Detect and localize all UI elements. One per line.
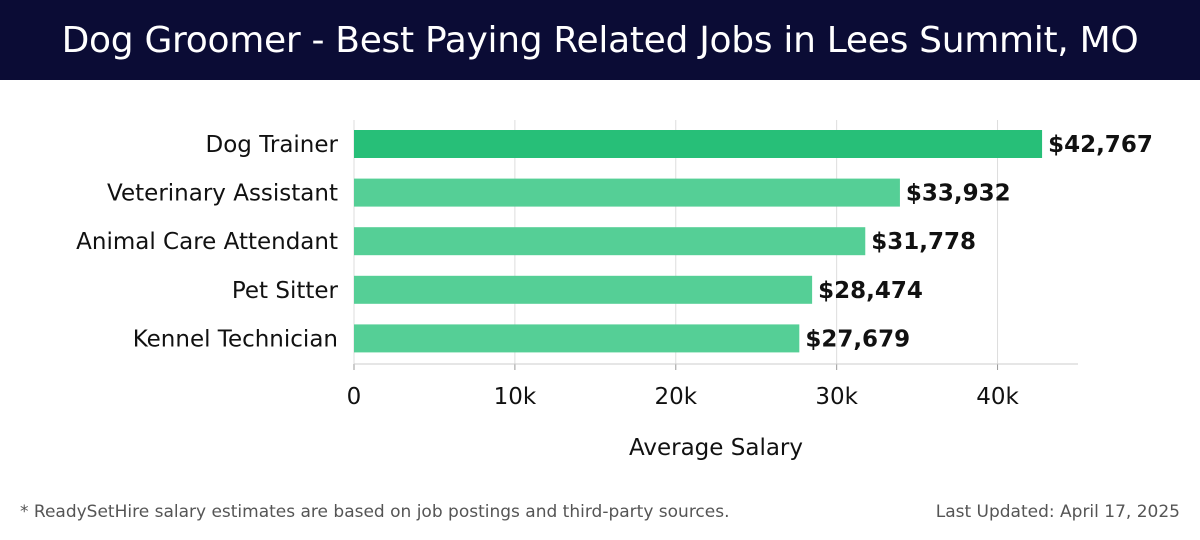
category-label: Dog Trainer xyxy=(206,132,339,158)
chart-title: Dog Groomer - Best Paying Related Jobs i… xyxy=(61,19,1139,61)
category-label: Pet Sitter xyxy=(232,278,339,304)
x-tick-label: 10k xyxy=(494,384,537,410)
x-axis-title: Average Salary xyxy=(629,435,803,461)
last-updated: Last Updated: April 17, 2025 xyxy=(935,502,1180,522)
value-label: $42,767 xyxy=(1048,132,1153,158)
bar xyxy=(354,130,1043,158)
value-label: $33,932 xyxy=(906,181,1011,207)
value-label: $27,679 xyxy=(805,326,910,352)
x-tick-label: 40k xyxy=(976,384,1019,410)
value-label: $28,474 xyxy=(818,278,923,304)
category-label: Kennel Technician xyxy=(133,326,338,352)
category-label: Veterinary Assistant xyxy=(107,181,338,207)
footnote: * ReadySetHire salary estimates are base… xyxy=(20,502,730,522)
category-label: Animal Care Attendant xyxy=(76,229,338,255)
x-axis: 0 10k 20k 30k 40k xyxy=(347,363,1078,410)
value-label: $31,778 xyxy=(871,229,976,255)
x-tick-label: 30k xyxy=(815,384,858,410)
bars: Dog Trainer $42,767 Veterinary Assistant $3… xyxy=(76,130,1153,353)
x-tick-label: 0 xyxy=(347,384,362,410)
bar xyxy=(354,178,900,207)
bar xyxy=(354,324,800,353)
bar-chart: Dog Trainer $42,767 Veterinary Assistant $3… xyxy=(76,120,1153,461)
chart-header: Dog Groomer - Best Paying Related Jobs i… xyxy=(0,0,1200,80)
bar xyxy=(354,227,866,256)
bar xyxy=(354,275,813,304)
x-tick-label: 20k xyxy=(654,384,697,410)
